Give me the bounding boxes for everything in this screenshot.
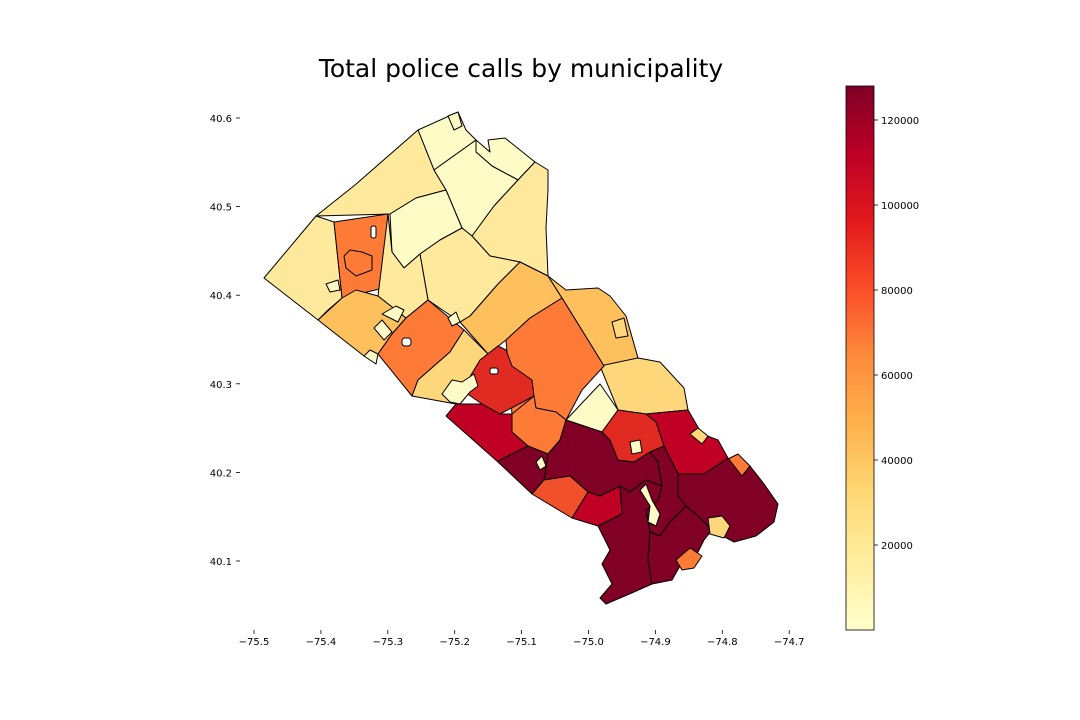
map-title: Total police calls by municipality: [318, 54, 724, 83]
colorbar-tick-label: 20000: [881, 541, 913, 552]
y-tick-label: 40.1: [210, 557, 232, 568]
municipality[interactable]: [675, 547, 703, 571]
map-hole: [370, 225, 377, 239]
municipality[interactable]: [639, 483, 661, 527]
x-tick-label: −75.3: [372, 637, 403, 648]
y-tick-label: 40.2: [210, 468, 232, 479]
municipality[interactable]: [373, 319, 393, 341]
municipality[interactable]: [441, 373, 479, 405]
colorbar-tick-label: 40000: [881, 456, 913, 467]
municipality[interactable]: [629, 439, 643, 455]
map-hole: [489, 367, 499, 375]
x-tick-label: −75.5: [239, 637, 270, 648]
y-tick-label: 40.6: [210, 114, 232, 125]
colorbar-tick-label: 100000: [881, 201, 919, 212]
colorbar-tick-label: 60000: [881, 371, 913, 382]
municipality[interactable]: [363, 349, 379, 365]
x-tick-label: −75.2: [439, 637, 470, 648]
colorbar-tick-label: 120000: [881, 116, 919, 127]
y-axis-ticks: 40.1 40.2 40.3 40.4 40.5 40.6: [210, 114, 240, 568]
municipality[interactable]: [535, 455, 547, 471]
municipality[interactable]: [531, 475, 589, 519]
y-tick-label: 40.5: [210, 203, 232, 214]
enclave-holes: [370, 225, 499, 375]
x-tick-label: −75.1: [506, 637, 537, 648]
municipality[interactable]: [707, 515, 731, 539]
municipality[interactable]: [447, 311, 461, 327]
municipality[interactable]: [263, 215, 343, 321]
municipality[interactable]: [381, 305, 405, 323]
x-axis-ticks: −75.5 −75.4 −75.3 −75.2 −75.1 −75.0 −74.9 −74.8…: [239, 630, 805, 648]
map-hole: [401, 337, 412, 347]
municipality[interactable]: [647, 505, 713, 585]
colorbar-tick-label: 80000: [881, 286, 913, 297]
x-tick-label: −74.8: [707, 637, 738, 648]
x-tick-label: −75.4: [306, 637, 337, 648]
municipality[interactable]: [689, 427, 709, 445]
municipality[interactable]: [325, 279, 341, 293]
municipality[interactable]: [343, 249, 373, 277]
y-tick-label: 40.3: [210, 380, 232, 391]
municipality-layer: [263, 111, 779, 605]
municipality[interactable]: [447, 111, 463, 131]
x-tick-label: −74.7: [774, 637, 805, 648]
y-tick-label: 40.4: [210, 291, 232, 302]
colorbar-ticks: 20000 40000 60000 80000 100000 120000: [874, 116, 919, 552]
x-tick-label: −75.0: [573, 637, 604, 648]
municipality[interactable]: [611, 317, 629, 339]
x-tick-label: −74.9: [640, 637, 671, 648]
colorbar: [845, 85, 875, 631]
